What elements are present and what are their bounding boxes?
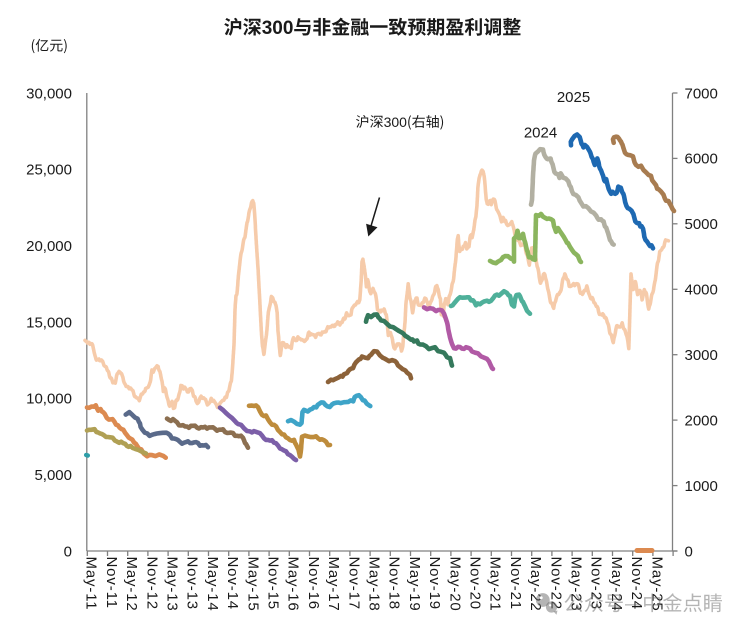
- svg-text:May-13: May-13: [164, 557, 181, 612]
- svg-text:2000: 2000: [685, 412, 718, 429]
- svg-text:Nov-15: Nov-15: [265, 557, 282, 610]
- svg-text:Nov-18: Nov-18: [386, 557, 403, 610]
- svg-text:May-20: May-20: [446, 557, 463, 612]
- svg-text:Nov-22: Nov-22: [547, 557, 564, 610]
- svg-text:Nov-16: Nov-16: [305, 557, 322, 610]
- svg-text:Nov-20: Nov-20: [467, 557, 484, 610]
- svg-text:Nov-24: Nov-24: [628, 557, 645, 610]
- svg-text:Nov-13: Nov-13: [184, 557, 201, 610]
- svg-text:4000: 4000: [685, 282, 718, 299]
- svg-text:10,000: 10,000: [26, 391, 72, 408]
- svg-text:20,000: 20,000: [26, 238, 72, 255]
- svg-text:6000: 6000: [685, 151, 718, 168]
- svg-text:Nov-14: Nov-14: [224, 557, 241, 610]
- svg-text:May-24: May-24: [608, 557, 625, 612]
- svg-text:May-25: May-25: [648, 557, 665, 612]
- svg-text:Nov-12: Nov-12: [143, 557, 160, 610]
- svg-text:May-18: May-18: [366, 557, 383, 612]
- svg-text:May-21: May-21: [487, 557, 504, 612]
- svg-text:5000: 5000: [685, 216, 718, 233]
- svg-text:7000: 7000: [685, 85, 718, 102]
- svg-text:Nov-11: Nov-11: [103, 557, 120, 609]
- svg-text:0: 0: [64, 543, 72, 560]
- svg-text:15,000: 15,000: [26, 314, 72, 331]
- svg-text:2025: 2025: [557, 89, 590, 106]
- svg-text:May-11: May-11: [83, 557, 100, 611]
- svg-text:30,000: 30,000: [26, 85, 72, 102]
- svg-text:Nov-21: Nov-21: [507, 557, 524, 610]
- svg-text:May-16: May-16: [285, 557, 302, 612]
- svg-text:May-17: May-17: [325, 557, 342, 612]
- svg-text:300: 300: [384, 114, 408, 130]
- svg-text:2024: 2024: [524, 125, 557, 142]
- svg-text:May-12: May-12: [123, 557, 140, 612]
- svg-text:Nov-17: Nov-17: [345, 557, 362, 610]
- svg-text:Nov-19: Nov-19: [426, 557, 443, 610]
- svg-text:25,000: 25,000: [26, 162, 72, 179]
- svg-text:300: 300: [262, 18, 294, 39]
- svg-text:5,000: 5,000: [34, 467, 72, 484]
- svg-text:1000: 1000: [685, 478, 718, 495]
- svg-text:3000: 3000: [685, 347, 718, 364]
- svg-text:May-15: May-15: [244, 557, 261, 612]
- svg-text:May-14: May-14: [204, 557, 221, 612]
- svg-text:May-23: May-23: [568, 557, 585, 612]
- svg-text:May-19: May-19: [406, 557, 423, 612]
- svg-text:0: 0: [685, 543, 693, 560]
